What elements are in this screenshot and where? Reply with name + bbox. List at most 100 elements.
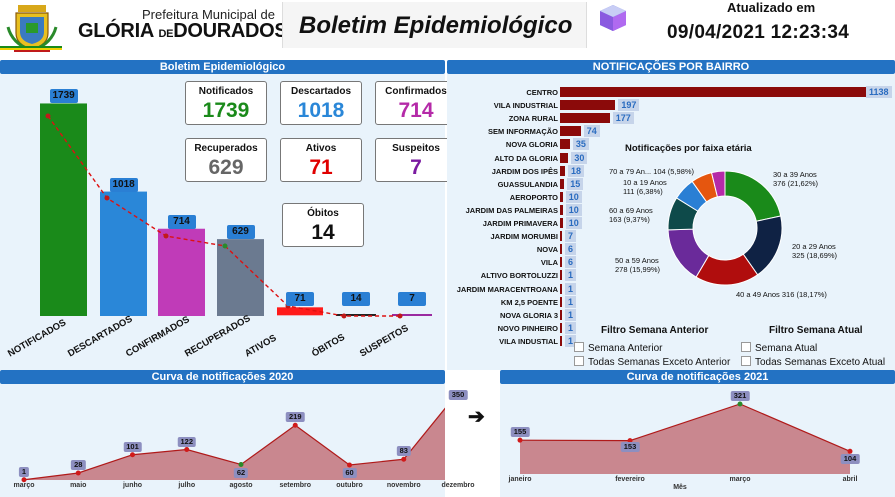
curve-2020-chart [21, 407, 445, 483]
curve-value-label-3: 104 [840, 454, 860, 465]
app-logo-icon [600, 5, 626, 31]
bairro-name: JARDIM PRIMAVERA [482, 219, 558, 228]
bairro-row: JARDIM PRIMAVERA 10 [447, 217, 895, 230]
bairro-bar [560, 126, 581, 137]
bairro-value: 1 [565, 308, 577, 321]
bar-confirmados [158, 228, 205, 316]
x-label-0: NOTIFICADOS [6, 317, 69, 360]
curve-value-label-7: 83 [396, 446, 411, 457]
bairro-value: 7 [565, 230, 577, 243]
city-name: GLÓRIA DEDOURADOS [78, 20, 288, 42]
card-recuperados: Recuperados 629 [185, 138, 267, 182]
curve-point-3 [847, 448, 853, 454]
month-label-6: outubro [336, 482, 363, 489]
bairro-row: NOVA GLORIA 3 1 [447, 308, 895, 322]
bairro-value: 10 [565, 190, 582, 203]
pie-label-60: 60 a 69 Anos 163 (9,37%) [609, 206, 653, 224]
bairro-value: 74 [583, 125, 600, 138]
updated-value: 09/04/2021 12:23:34 [667, 22, 850, 43]
bairro-value: 30 [571, 151, 588, 164]
bairro-name: JARDIM MARACENTROANA [456, 284, 558, 294]
area-fill [520, 403, 850, 474]
page-title-box: Boletim Epidemiológico [282, 2, 587, 48]
bairro-row: VILA INDUSTIAL 1 [447, 334, 895, 348]
curve-value-label-0: 155 [510, 427, 530, 438]
bairro-value: 6 [565, 256, 577, 269]
bairro-row: ALTIVO BORTOLUZZI 1 [447, 269, 895, 282]
bar-descartados [100, 191, 147, 316]
bairro-row: NOVO PINHEIRO 1 [447, 321, 895, 335]
pie-label-50: 50 a 59 Anos 278 (15,99%) [615, 256, 661, 274]
checkbox-todas-exceto-anterior[interactable]: Todas Semanas Exceto Anterior [574, 356, 730, 368]
curve-value-label-5: 219 [285, 412, 305, 423]
curve-value-label-2: 101 [123, 441, 142, 452]
curve-2021-labels: 155 janeiro 153 fevereiro 321 março 104 abril Mê… [500, 384, 895, 497]
age-donut-chart [667, 170, 783, 286]
x-label-3: RECUPERADOS [183, 313, 253, 360]
pie-label-10: 10 a 19 Anos 111 (6,38%) [623, 178, 667, 196]
curve-point-5 [292, 422, 298, 428]
curve-value-label-8: 350 [448, 389, 468, 400]
bairro-row: KM 2,5 POENTE 1 [447, 295, 895, 309]
updated-label: Atualizado em [727, 0, 816, 15]
bairro-bar [560, 113, 610, 124]
bar-value-label-1: 1018 [109, 177, 138, 192]
bairro-bar [560, 152, 569, 163]
bairro-name: VILA INDUSTIAL [499, 336, 558, 346]
bar-value-label-5: 14 [342, 292, 370, 306]
bar-value-label-2: 714 [167, 214, 196, 229]
page-title: Boletim Epidemiológico [299, 12, 573, 39]
pie-title: Notificações por faixa etária [625, 143, 752, 154]
trend-point-2 [163, 233, 169, 239]
bairro-name: NOVA GLORIA [505, 140, 558, 150]
bairro-row: NOVA 6 [447, 243, 895, 256]
x-label-6: SUSPEITOS [358, 322, 411, 360]
bairro-name: NOVO PINHEIRO [497, 323, 558, 333]
curve-2021-title: Curva de notificações 2021 [500, 370, 895, 384]
status-chart-labels: 1739 NOTIFICADOS 1018 DESCARTADOS 714 CONFIRM… [0, 74, 445, 370]
checkbox-semana-atual[interactable]: Semana Atual [741, 342, 817, 354]
bairro-name: VILA [540, 258, 558, 268]
bairro-row: VILA INDUSTRIAL 197 [447, 99, 895, 112]
bairro-name: SEM INFORMAÇÃO [488, 127, 558, 137]
bar-recuperados [217, 239, 264, 316]
curve-2021-chart [517, 401, 853, 474]
pie-label-70: 70 a 79 An... 104 (5,98%) [609, 167, 695, 176]
bairro-value: 177 [612, 112, 634, 125]
filter-previous-title: Filtro Semana Anterior [601, 325, 709, 336]
checkbox-semana-anterior[interactable]: Semana Anterior [574, 342, 663, 354]
month-label-8: dezembro [441, 482, 475, 489]
bairro-row: CENTRO 1138 [447, 86, 895, 99]
curve-point-0 [21, 477, 27, 483]
bairro-name: AEROPORTO [509, 192, 558, 202]
bairro-value: 1 [565, 282, 577, 295]
x-label-1: DESCARTADOS [66, 313, 135, 360]
bairro-name: JARDIM MORUMBI [490, 232, 559, 242]
curve-value-label-1: 28 [71, 460, 86, 470]
bairro-name: JARDIM DAS PALMEIRAS [465, 205, 558, 215]
bairro-value: 1 [565, 269, 577, 282]
bar-ativos [277, 307, 323, 316]
card-obitos: Óbitos 14 [282, 203, 364, 247]
bairro-bar [560, 231, 562, 242]
bairro-value: 1138 [866, 86, 892, 98]
curve-point-6 [347, 462, 352, 468]
bar-value-label-3: 629 [226, 225, 255, 240]
bairro-row: SEM INFORMAÇÃO 74 [447, 125, 895, 138]
bairro-name: ALTO DA GLORIA [494, 153, 558, 163]
month-label-0: janeiro [508, 476, 532, 483]
month-label-3: abril [842, 476, 858, 483]
month-label-4: agosto [229, 482, 253, 489]
bairro-bar [560, 165, 566, 176]
checkbox-todas-exceto-atual[interactable]: Todas Semanas Exceto Atual [741, 356, 885, 368]
bairro-name: ALTIVO BORTOLUZZI [480, 271, 558, 281]
curve-value-label-2: 321 [730, 390, 750, 401]
bairro-name: CENTRO [526, 88, 558, 97]
bairro-row: JARDIM DOS IPÊS 18 [447, 164, 895, 178]
bairro-bar [560, 283, 562, 294]
header: Prefeitura Municipal de GLÓRIA DEDOURADO… [0, 0, 895, 58]
bairro-name: GUASSULANDIA [497, 179, 558, 189]
pie-label-40: 40 a 49 Anos 316 (18,17%) [736, 290, 827, 299]
trend-point-1 [104, 195, 110, 201]
pie-label-30: 30 a 39 Anos 376 (21,62%) [773, 170, 819, 188]
